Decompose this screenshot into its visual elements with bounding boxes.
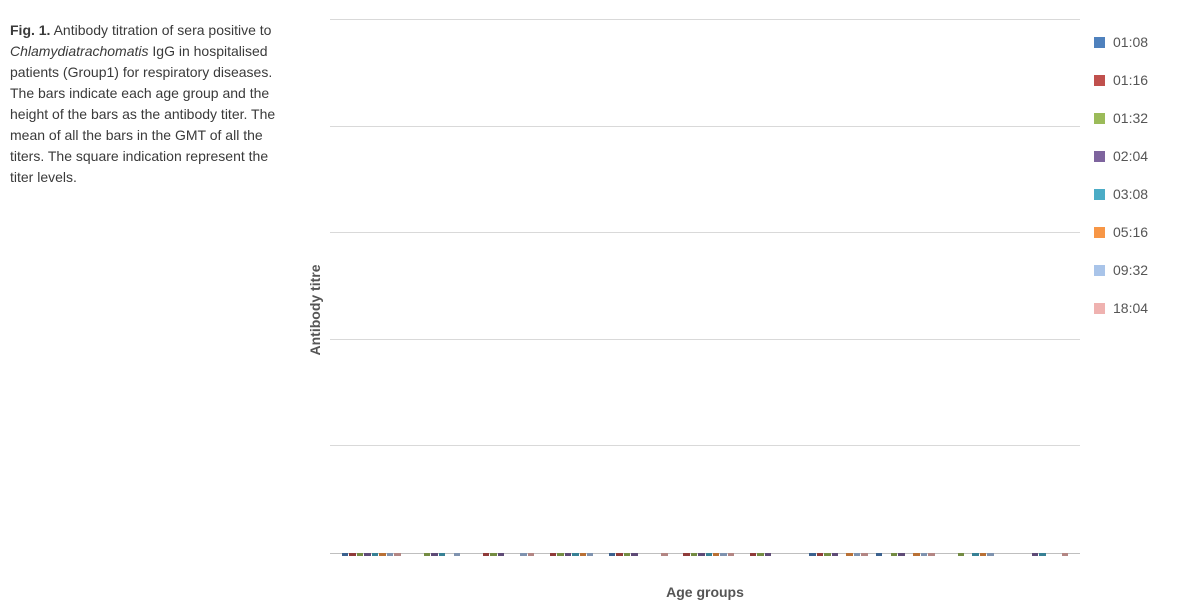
bar-top-shade bbox=[572, 553, 578, 556]
bar-top-shade bbox=[394, 553, 400, 556]
bar-top-shade bbox=[483, 553, 489, 556]
bar-top-shade bbox=[846, 553, 852, 556]
bar-top-shade bbox=[750, 553, 756, 556]
figure-number: Fig. 1. bbox=[10, 22, 50, 38]
legend-swatch bbox=[1094, 265, 1105, 276]
legend-label: 18:04 bbox=[1113, 300, 1148, 316]
bar-top-shade bbox=[609, 553, 615, 556]
bar-top-shade bbox=[824, 553, 830, 556]
bar-top-shade bbox=[861, 553, 867, 556]
bar-top-shade bbox=[706, 553, 712, 556]
bar-top-shade bbox=[757, 553, 763, 556]
plot-column: Age groups bbox=[330, 20, 1080, 600]
bar-top-shade bbox=[431, 553, 437, 556]
legend-swatch bbox=[1094, 37, 1105, 48]
bar-top-shade bbox=[631, 553, 637, 556]
x-axis-label: Age groups bbox=[330, 554, 1080, 600]
y-axis-label-wrap: Antibody titre bbox=[300, 20, 330, 600]
bar-top-shade bbox=[1062, 553, 1068, 556]
legend: 01:08 01:16 01:32 02:04 03:08 05:16 09:32 18:04 bbox=[1080, 20, 1190, 600]
bar-top-shade bbox=[528, 553, 534, 556]
bar-top-shade bbox=[357, 553, 363, 556]
bar-top-shade bbox=[424, 553, 430, 556]
bar-top-shade bbox=[372, 553, 378, 556]
bar-top-shade bbox=[980, 553, 986, 556]
bar-top-shade bbox=[898, 553, 904, 556]
bar-top-shade bbox=[1039, 553, 1045, 556]
bar-top-shade bbox=[624, 553, 630, 556]
bar-top-shade bbox=[587, 553, 593, 556]
bar-top-shade bbox=[713, 553, 719, 556]
bar-top-shade bbox=[928, 553, 934, 556]
caption-italic-term: Chlamydiatrachomatis bbox=[10, 43, 149, 59]
bar-top-shade bbox=[454, 553, 460, 556]
bar-top-shade bbox=[765, 553, 771, 556]
legend-swatch bbox=[1094, 189, 1105, 200]
legend-swatch bbox=[1094, 75, 1105, 86]
bar-top-shade bbox=[1032, 553, 1038, 556]
plot-area bbox=[330, 20, 1080, 554]
bar-top-shade bbox=[349, 553, 355, 556]
bar-top-shade bbox=[661, 553, 667, 556]
bar-top-shade bbox=[439, 553, 445, 556]
caption-text-2: IgG in hospitalised patients (Group1) fo… bbox=[10, 43, 275, 185]
legend-item: 01:32 bbox=[1094, 110, 1190, 126]
bar-top-shade bbox=[387, 553, 393, 556]
legend-swatch bbox=[1094, 113, 1105, 124]
legend-item: 02:04 bbox=[1094, 148, 1190, 164]
bar-top-shade bbox=[498, 553, 504, 556]
bar-top-shade bbox=[698, 553, 704, 556]
bar-top-shade bbox=[342, 553, 348, 556]
legend-label: 03:08 bbox=[1113, 186, 1148, 202]
bar-top-shade bbox=[921, 553, 927, 556]
caption-text-1: Antibody titration of sera positive to bbox=[50, 22, 271, 38]
legend-label: 01:16 bbox=[1113, 72, 1148, 88]
legend-label: 05:16 bbox=[1113, 224, 1148, 240]
bar-top-shade bbox=[557, 553, 563, 556]
bar-top-shade bbox=[520, 553, 526, 556]
bars-layer bbox=[330, 20, 1080, 553]
bar-top-shade bbox=[817, 553, 823, 556]
legend-item: 09:32 bbox=[1094, 262, 1190, 278]
y-axis-label: Antibody titre bbox=[307, 265, 323, 356]
bar-top-shade bbox=[490, 553, 496, 556]
legend-item: 01:16 bbox=[1094, 72, 1190, 88]
legend-label: 01:32 bbox=[1113, 110, 1148, 126]
legend-item: 05:16 bbox=[1094, 224, 1190, 240]
figure-caption: Fig. 1. Antibody titration of sera posit… bbox=[10, 20, 300, 600]
bar-top-shade bbox=[683, 553, 689, 556]
figure-container: Fig. 1. Antibody titration of sera posit… bbox=[0, 0, 1200, 610]
bar-top-shade bbox=[565, 553, 571, 556]
bar-top-shade bbox=[876, 553, 882, 556]
bar-top-shade bbox=[891, 553, 897, 556]
legend-swatch bbox=[1094, 303, 1105, 314]
bar-top-shade bbox=[720, 553, 726, 556]
bar-top-shade bbox=[809, 553, 815, 556]
legend-swatch bbox=[1094, 227, 1105, 238]
legend-swatch bbox=[1094, 151, 1105, 162]
bar-top-shade bbox=[728, 553, 734, 556]
legend-label: 09:32 bbox=[1113, 262, 1148, 278]
bar-top-shade bbox=[913, 553, 919, 556]
bar-top-shade bbox=[972, 553, 978, 556]
bar-top-shade bbox=[379, 553, 385, 556]
bar-top-shade bbox=[364, 553, 370, 556]
bar-top-shade bbox=[550, 553, 556, 556]
bar-top-shade bbox=[616, 553, 622, 556]
legend-item: 18:04 bbox=[1094, 300, 1190, 316]
legend-label: 01:08 bbox=[1113, 34, 1148, 50]
bar-top-shade bbox=[580, 553, 586, 556]
bar-top-shade bbox=[958, 553, 964, 556]
bar-top-shade bbox=[691, 553, 697, 556]
bar-top-shade bbox=[854, 553, 860, 556]
legend-item: 01:08 bbox=[1094, 34, 1190, 50]
bar-top-shade bbox=[832, 553, 838, 556]
legend-label: 02:04 bbox=[1113, 148, 1148, 164]
chart-zone: Antibody titre Age groups 01:08 01:16 01:3… bbox=[300, 20, 1190, 600]
legend-item: 03:08 bbox=[1094, 186, 1190, 202]
bar-top-shade bbox=[987, 553, 993, 556]
